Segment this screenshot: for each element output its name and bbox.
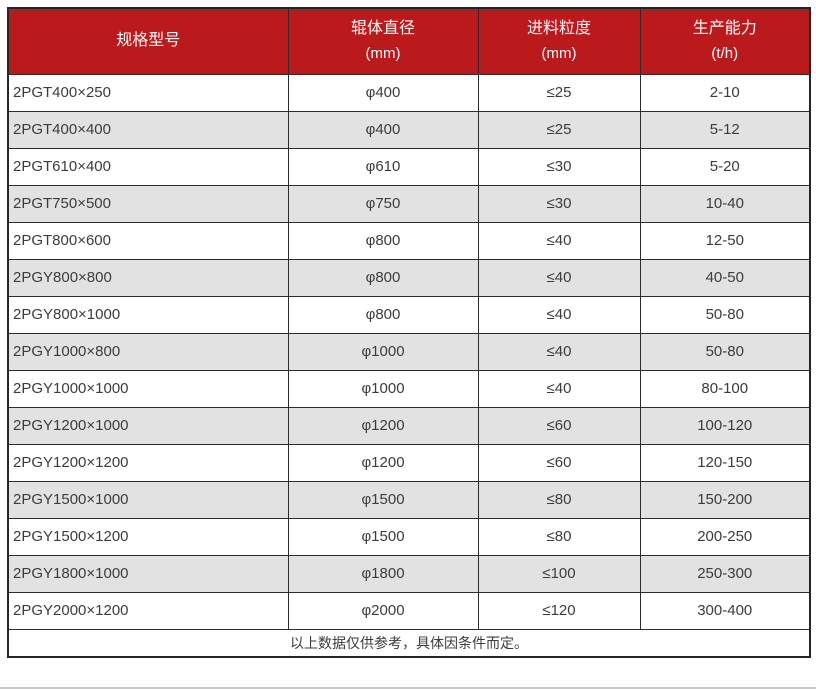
cell-roller-diameter: φ1500 xyxy=(287,480,479,519)
cell-feed-size: ≤100 xyxy=(477,554,641,593)
cell-capacity: 50-80 xyxy=(639,295,811,334)
cell-feed-size: ≤60 xyxy=(477,443,641,482)
cell-model: 2PGT800×600 xyxy=(7,221,289,260)
cell-roller-diameter: φ800 xyxy=(287,295,479,334)
spec-table-header: 规格型号 辊体直径 (mm) 进料粒度 (mm) xyxy=(7,7,811,75)
cell-feed-size: ≤40 xyxy=(477,221,641,260)
column-header-feed-size-label: 进料粒度 xyxy=(526,19,591,37)
table-row: 2PGY2000×1200 φ2000 ≤120 300-400 xyxy=(7,591,811,630)
cell-feed-size: ≤30 xyxy=(477,184,641,223)
cell-feed-size: ≤80 xyxy=(477,517,641,556)
column-header-roller-diameter-unit: (mm) xyxy=(365,45,401,63)
header-row: 规格型号 辊体直径 (mm) 进料粒度 (mm) xyxy=(7,7,811,75)
cell-feed-size: ≤40 xyxy=(477,369,641,408)
footer-row: 以上数据仅供参考，具体因条件而定。 xyxy=(7,628,811,658)
table-row: 2PGT750×500 φ750 ≤30 10-40 xyxy=(7,184,811,223)
column-header-capacity-label: 生产能力 xyxy=(692,19,757,37)
cell-roller-diameter: φ2000 xyxy=(287,591,479,630)
cell-feed-size: ≤25 xyxy=(477,73,641,112)
column-header-feed-size: 进料粒度 (mm) xyxy=(477,7,641,75)
cell-roller-diameter: φ1200 xyxy=(287,406,479,445)
cell-model: 2PGT400×400 xyxy=(7,110,289,149)
table-row: 2PGY1000×800 φ1000 ≤40 50-80 xyxy=(7,332,811,371)
table-row: 2PGT400×400 φ400 ≤25 5-12 xyxy=(7,110,811,149)
cell-model: 2PGY1000×1000 xyxy=(7,369,289,408)
cell-feed-size: ≤120 xyxy=(477,591,641,630)
cell-roller-diameter: φ1000 xyxy=(287,369,479,408)
column-header-roller-diameter: 辊体直径 (mm) xyxy=(287,7,479,75)
footer-note: 以上数据仅供参考，具体因条件而定。 xyxy=(7,628,811,658)
cell-roller-diameter: φ800 xyxy=(287,221,479,260)
column-header-roller-diameter-label: 辊体直径 xyxy=(350,19,415,37)
cell-model: 2PGT400×250 xyxy=(7,73,289,112)
cell-model: 2PGY1200×1200 xyxy=(7,443,289,482)
cell-capacity: 12-50 xyxy=(639,221,811,260)
table-row: 2PGY1000×1000 φ1000 ≤40 80-100 xyxy=(7,369,811,408)
column-header-capacity-unit: (t/h) xyxy=(711,45,739,63)
cell-model: 2PGY1500×1200 xyxy=(7,517,289,556)
cell-roller-diameter: φ1500 xyxy=(287,517,479,556)
cell-feed-size: ≤40 xyxy=(477,332,641,371)
cell-capacity: 2-10 xyxy=(639,73,811,112)
cell-capacity: 5-20 xyxy=(639,147,811,186)
cell-roller-diameter: φ1800 xyxy=(287,554,479,593)
cell-capacity: 200-250 xyxy=(639,517,811,556)
cell-capacity: 250-300 xyxy=(639,554,811,593)
column-header-model: 规格型号 xyxy=(7,7,289,75)
cell-roller-diameter: φ750 xyxy=(287,184,479,223)
cell-feed-size: ≤30 xyxy=(477,147,641,186)
cell-model: 2PGY2000×1200 xyxy=(7,591,289,630)
column-header-model-label: 规格型号 xyxy=(116,32,181,50)
table-row: 2PGY1500×1000 φ1500 ≤80 150-200 xyxy=(7,480,811,519)
cell-feed-size: ≤25 xyxy=(477,110,641,149)
spec-table-footer: 以上数据仅供参考，具体因条件而定。 xyxy=(7,628,811,658)
cell-roller-diameter: φ400 xyxy=(287,110,479,149)
page-bottom-divider xyxy=(0,687,816,689)
cell-roller-diameter: φ800 xyxy=(287,258,479,297)
cell-feed-size: ≤80 xyxy=(477,480,641,519)
cell-roller-diameter: φ610 xyxy=(287,147,479,186)
table-row: 2PGT800×600 φ800 ≤40 12-50 xyxy=(7,221,811,260)
column-header-feed-size-unit: (mm) xyxy=(541,45,577,63)
spec-table-body: 2PGT400×250 φ400 ≤25 2-10 2PGT400×400 φ400 ≤25… xyxy=(7,73,811,630)
cell-model: 2PGT750×500 xyxy=(7,184,289,223)
cell-roller-diameter: φ400 xyxy=(287,73,479,112)
cell-capacity: 150-200 xyxy=(639,480,811,519)
cell-model: 2PGY800×1000 xyxy=(7,295,289,334)
cell-capacity: 80-100 xyxy=(639,369,811,408)
table-row: 2PGT400×250 φ400 ≤25 2-10 xyxy=(7,73,811,112)
cell-capacity: 300-400 xyxy=(639,591,811,630)
table-row: 2PGY1200×1000 φ1200 ≤60 100-120 xyxy=(7,406,811,445)
table-row: 2PGY800×800 φ800 ≤40 40-50 xyxy=(7,258,811,297)
cell-model: 2PGY1200×1000 xyxy=(7,406,289,445)
cell-capacity: 10-40 xyxy=(639,184,811,223)
table-row: 2PGY1200×1200 φ1200 ≤60 120-150 xyxy=(7,443,811,482)
cell-roller-diameter: φ1000 xyxy=(287,332,479,371)
cell-roller-diameter: φ1200 xyxy=(287,443,479,482)
column-header-capacity: 生产能力 (t/h) xyxy=(639,7,811,75)
cell-model: 2PGY1800×1000 xyxy=(7,554,289,593)
table-row: 2PGY800×1000 φ800 ≤40 50-80 xyxy=(7,295,811,334)
cell-model: 2PGT610×400 xyxy=(7,147,289,186)
cell-feed-size: ≤40 xyxy=(477,258,641,297)
cell-capacity: 5-12 xyxy=(639,110,811,149)
table-row: 2PGY1800×1000 φ1800 ≤100 250-300 xyxy=(7,554,811,593)
cell-capacity: 120-150 xyxy=(639,443,811,482)
cell-capacity: 50-80 xyxy=(639,332,811,371)
table-row: 2PGT610×400 φ610 ≤30 5-20 xyxy=(7,147,811,186)
cell-capacity: 100-120 xyxy=(639,406,811,445)
cell-feed-size: ≤40 xyxy=(477,295,641,334)
cell-feed-size: ≤60 xyxy=(477,406,641,445)
cell-model: 2PGY1000×800 xyxy=(7,332,289,371)
spec-table: 规格型号 辊体直径 (mm) 进料粒度 (mm) xyxy=(7,7,811,658)
cell-capacity: 40-50 xyxy=(639,258,811,297)
table-row: 2PGY1500×1200 φ1500 ≤80 200-250 xyxy=(7,517,811,556)
cell-model: 2PGY1500×1000 xyxy=(7,480,289,519)
cell-model: 2PGY800×800 xyxy=(7,258,289,297)
